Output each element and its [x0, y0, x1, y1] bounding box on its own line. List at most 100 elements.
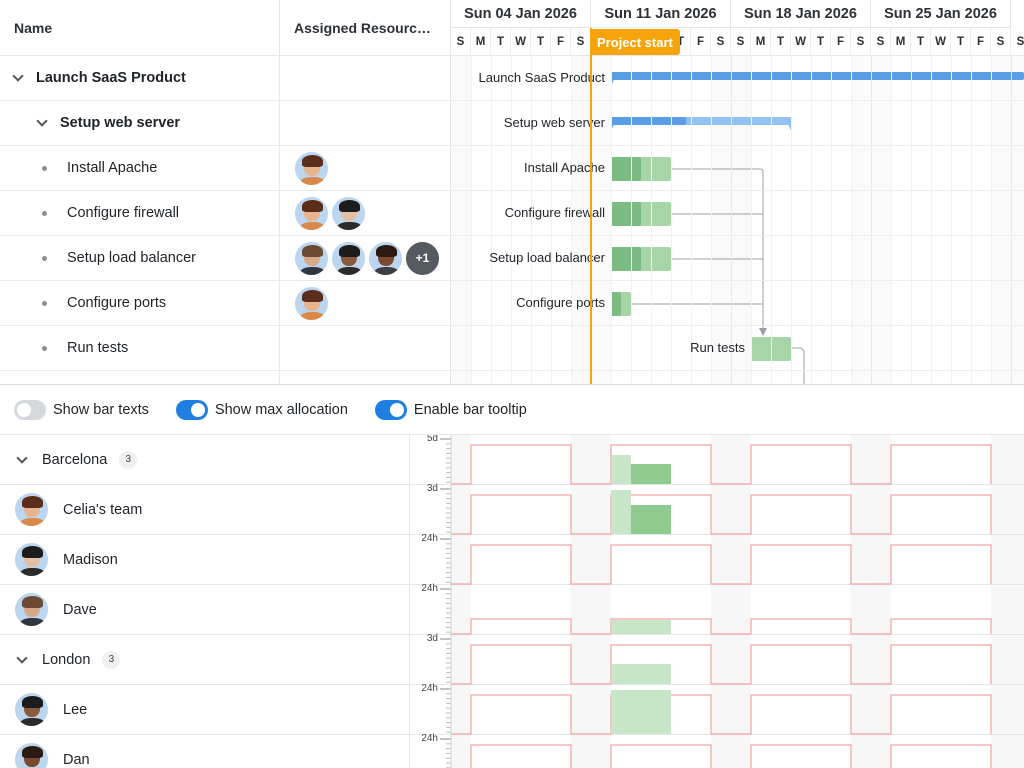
- day-gridline: [671, 56, 672, 384]
- avatar[interactable]: [14, 492, 49, 527]
- avatar[interactable]: [294, 240, 329, 276]
- chevron-down-icon[interactable]: [12, 70, 24, 82]
- assigned-resources-cell[interactable]: [280, 191, 451, 235]
- show-max-allocation-switch[interactable]: [175, 399, 208, 420]
- weekend-shade: [711, 56, 731, 384]
- avatar[interactable]: [331, 240, 366, 276]
- avatar[interactable]: [14, 742, 49, 768]
- row-gridline: [451, 145, 1024, 146]
- bullet-icon: [42, 165, 47, 171]
- chevron-down-icon[interactable]: [16, 451, 28, 464]
- day-gridline: [711, 56, 712, 384]
- day-header: W: [931, 28, 951, 56]
- day-header: F: [971, 28, 991, 56]
- task-bar: [611, 157, 671, 181]
- avatar[interactable]: [14, 692, 49, 727]
- avatar[interactable]: [294, 150, 329, 186]
- resource-row[interactable]: Celia's team: [0, 485, 410, 535]
- avatar[interactable]: [294, 285, 329, 321]
- day-header: F: [551, 28, 571, 56]
- toggle-enable-bar-tooltip[interactable]: Enable bar tooltip: [374, 399, 527, 420]
- avatar[interactable]: [14, 542, 49, 577]
- gantt-chart: Name Assigned Resourc… Launch SaaS Produ…: [0, 0, 1024, 384]
- resource-row[interactable]: Dave: [0, 585, 410, 635]
- weekend-shade: [851, 56, 871, 384]
- avatar[interactable]: [368, 240, 403, 276]
- column-header-name[interactable]: Name: [0, 0, 280, 56]
- group-name: Barcelona: [42, 451, 108, 468]
- assigned-resources-cell[interactable]: +1: [280, 236, 451, 280]
- resource-row[interactable]: Madison: [0, 535, 410, 585]
- avatar[interactable]: [331, 195, 366, 231]
- task-row-empty: [0, 371, 451, 384]
- task-name-cell[interactable]: Configure firewall: [0, 191, 280, 235]
- task-name: Setup load balancer: [67, 250, 196, 266]
- task-name-cell[interactable]: Configure ports: [0, 281, 280, 325]
- task-row[interactable]: Configure ports: [0, 281, 451, 326]
- bar-label: Run tests: [690, 340, 745, 355]
- project-start-flag[interactable]: Project start: [590, 29, 680, 55]
- toggle-label: Show bar texts: [53, 401, 149, 418]
- day-header: W: [511, 28, 531, 56]
- task-row[interactable]: Setup web server: [0, 101, 451, 146]
- bullet-icon: [42, 300, 47, 306]
- task-row[interactable]: Install Apache: [0, 146, 451, 191]
- avatar[interactable]: [14, 592, 49, 627]
- day-gridline: [511, 56, 512, 384]
- allocation-bar: [611, 620, 671, 634]
- resource-group-row[interactable]: London 3: [0, 635, 410, 685]
- resource-row[interactable]: Dan: [0, 735, 410, 768]
- assigned-resources-cell[interactable]: [280, 326, 451, 370]
- show-bar-texts-switch[interactable]: [14, 399, 46, 420]
- task-name-cell[interactable]: Setup load balancer: [0, 236, 280, 280]
- resource-group-row[interactable]: Barcelona 3: [0, 435, 410, 485]
- chevron-down-icon[interactable]: [16, 651, 28, 664]
- task-row[interactable]: Setup load balancer +1: [0, 236, 451, 281]
- toggle-show-bar-texts[interactable]: Show bar texts: [14, 399, 149, 420]
- day-header: T: [911, 28, 931, 56]
- bar-label: Install Apache: [524, 160, 605, 175]
- task-row[interactable]: Run tests: [0, 326, 451, 371]
- day-gridline: [631, 56, 632, 384]
- toggle-label: Show max allocation: [214, 401, 348, 418]
- summary-bar: [611, 72, 1024, 86]
- column-header-assigned-resources[interactable]: Assigned Resourc…: [280, 0, 451, 56]
- day-header: S: [1011, 28, 1024, 56]
- day-gridline: [991, 56, 992, 384]
- day-gridline: [651, 56, 652, 384]
- day-gridline: [551, 56, 552, 384]
- histogram-canvas[interactable]: 5d 3d 24h 24h 3d 24h 24h: [410, 435, 1024, 768]
- y-axis-label: 24h: [421, 533, 438, 544]
- day-gridline: [531, 56, 532, 384]
- task-name-cell[interactable]: Install Apache: [0, 146, 280, 190]
- assigned-resources-cell[interactable]: [280, 101, 451, 145]
- y-axis-label: 24h: [421, 683, 438, 694]
- timeline-body[interactable]: Launch SaaS Product Setup web server Insta…: [451, 56, 1024, 384]
- y-axis-label: 24h: [421, 733, 438, 744]
- task-name-cell[interactable]: Run tests: [0, 326, 280, 370]
- row-gridline: [451, 280, 1024, 281]
- task-name-cell[interactable]: Setup web server: [0, 101, 280, 145]
- day-gridline: [951, 56, 952, 384]
- avatar[interactable]: [294, 195, 329, 231]
- empty-cell: [0, 371, 280, 384]
- task-bar: [611, 247, 671, 271]
- max-allocation-line: [470, 744, 992, 768]
- toggle-show-max-allocation[interactable]: Show max allocation: [175, 399, 348, 420]
- enable-bar-tooltip-switch[interactable]: [374, 399, 407, 420]
- day-header: T: [771, 28, 791, 56]
- day-header: M: [891, 28, 911, 56]
- day-header: S: [991, 28, 1011, 56]
- weekend-shade: [591, 56, 611, 384]
- task-row[interactable]: Configure firewall: [0, 191, 451, 236]
- task-row[interactable]: Launch SaaS Product: [0, 56, 451, 101]
- more-resources-badge[interactable]: +1: [405, 240, 440, 276]
- assigned-resources-cell[interactable]: [280, 281, 451, 325]
- resource-row[interactable]: Lee: [0, 685, 410, 735]
- max-allocation-line: [451, 444, 992, 485]
- assigned-resources-cell[interactable]: [280, 146, 451, 190]
- allocation-bar: [611, 490, 631, 534]
- task-name-cell[interactable]: Launch SaaS Product: [0, 56, 280, 100]
- chevron-down-icon[interactable]: [36, 115, 48, 127]
- assigned-resources-cell[interactable]: [280, 56, 451, 100]
